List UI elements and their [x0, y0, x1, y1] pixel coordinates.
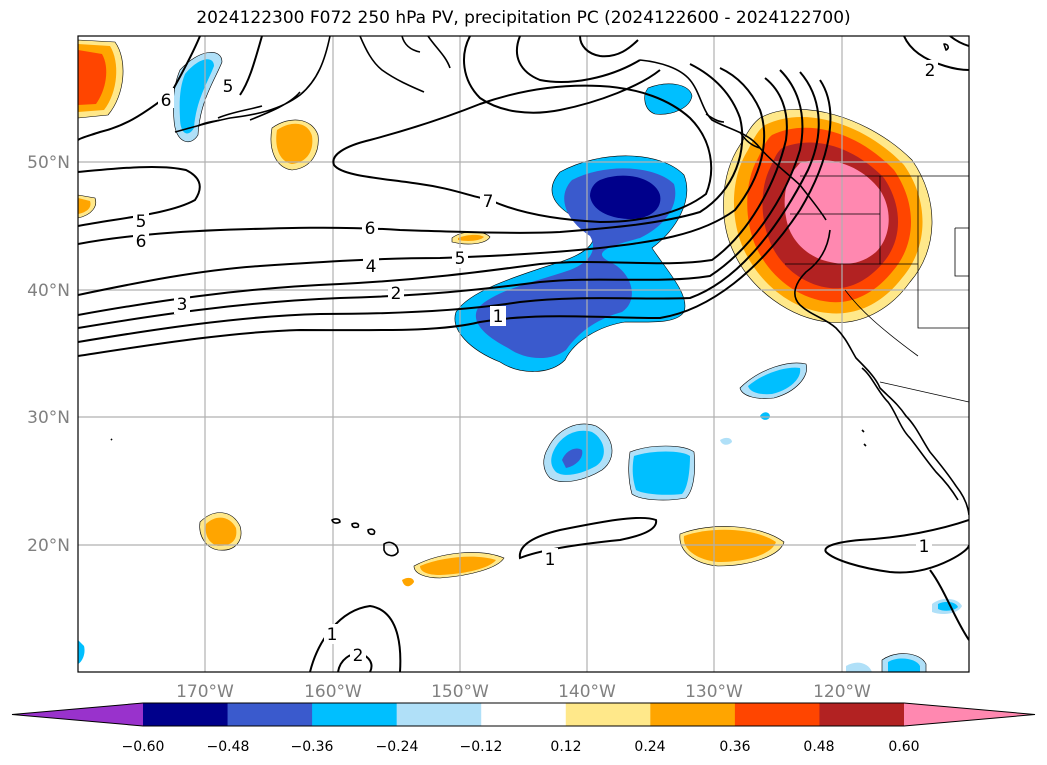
latitude-labels: 50°N 40°N 30°N 20°N	[27, 153, 70, 556]
contour-label: 6	[161, 91, 172, 111]
colorbar-segment	[143, 703, 229, 726]
contour-label: 2	[391, 284, 402, 304]
contour-label: 2	[353, 646, 364, 666]
colorbar-ticks: −0.60 −0.48 −0.36 −0.24 −0.12 0.12 0.24 …	[122, 739, 920, 755]
colorbar-segment	[819, 703, 905, 726]
contour-label: 4	[366, 257, 377, 277]
colorbar-tick: 0.48	[803, 739, 834, 755]
lat-label: 40°N	[27, 281, 70, 301]
colorbar-tick: 0.12	[550, 739, 581, 755]
colorbar-segment	[227, 703, 313, 726]
colorbar-segment	[396, 703, 482, 726]
contour-labels: 6 5 5 6 7 6 5 4 3 2 1 1 1 1 2 2	[133, 60, 938, 666]
longitude-labels: 170°W 160°W 150°W 140°W 130°W 120°W	[176, 682, 871, 702]
colorbar	[11, 702, 1036, 727]
colorbar-tick: −0.60	[122, 739, 165, 755]
colorbar-tick: −0.24	[376, 739, 419, 755]
colorbar-tick: −0.48	[207, 739, 250, 755]
colorbar-segment	[734, 703, 820, 726]
colorbar-extend-min	[12, 703, 143, 726]
colorbar-tick: 0.60	[888, 739, 919, 755]
colorbar-tick: 0.36	[719, 739, 750, 755]
political-borders	[785, 175, 969, 403]
contour-label: 1	[919, 537, 930, 557]
anomaly-small-features	[78, 39, 962, 672]
lon-label: 120°W	[813, 682, 871, 702]
lon-label: 150°W	[431, 682, 489, 702]
contour-label: 1	[327, 625, 338, 645]
colorbar-tick: −0.12	[460, 739, 503, 755]
contour-label: 2	[925, 61, 936, 81]
contour-label: 3	[177, 295, 188, 315]
colorbar-segment	[565, 703, 651, 726]
contour-label: 6	[365, 219, 376, 239]
lon-label: 130°W	[685, 682, 743, 702]
colorbar-segment	[481, 703, 567, 726]
colorbar-segment	[312, 703, 398, 726]
contour-label: 5	[455, 249, 466, 269]
colorbar-outline	[11, 702, 1036, 727]
lat-label: 30°N	[27, 408, 70, 428]
contour-label: 1	[493, 307, 504, 327]
gridlines	[78, 36, 969, 672]
contour-label: 5	[136, 212, 147, 232]
lat-label: 50°N	[27, 153, 70, 173]
map-frame	[77, 35, 970, 673]
lon-label: 140°W	[558, 682, 616, 702]
contour-label: 1	[545, 550, 556, 570]
colorbar-extend-max	[904, 703, 1035, 726]
lon-label: 170°W	[176, 682, 234, 702]
colorbar-segment	[650, 703, 736, 726]
contour-label: 6	[136, 232, 147, 252]
colorbar-tick: −0.36	[291, 739, 334, 755]
map-title: 2024122300 F072 250 hPa PV, precipitatio…	[196, 8, 851, 28]
contour-label: 5	[223, 77, 234, 97]
coastlines	[110, 36, 969, 557]
lat-label: 20°N	[27, 536, 70, 556]
contour-label: 7	[483, 192, 494, 212]
lon-label: 160°W	[304, 682, 362, 702]
colorbar-tick: 0.24	[634, 739, 665, 755]
